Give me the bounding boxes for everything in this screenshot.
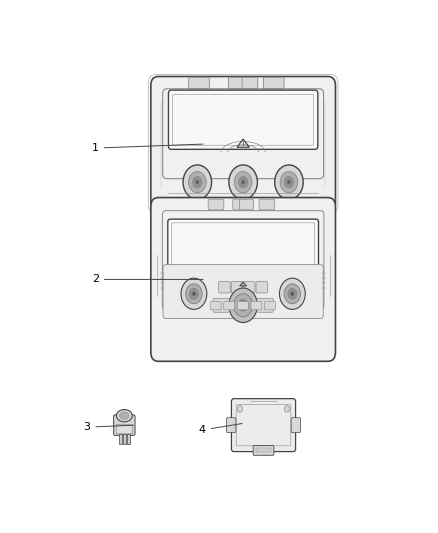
FancyBboxPatch shape [189, 77, 209, 89]
FancyBboxPatch shape [233, 199, 247, 210]
FancyBboxPatch shape [291, 418, 300, 432]
FancyBboxPatch shape [259, 199, 275, 210]
FancyBboxPatch shape [226, 418, 236, 432]
Circle shape [241, 180, 245, 184]
Circle shape [284, 406, 290, 412]
FancyBboxPatch shape [256, 281, 268, 293]
FancyBboxPatch shape [151, 198, 336, 361]
Circle shape [229, 288, 258, 322]
Circle shape [279, 278, 305, 309]
FancyBboxPatch shape [231, 281, 243, 293]
Circle shape [284, 176, 294, 188]
FancyBboxPatch shape [168, 219, 318, 280]
Circle shape [238, 300, 248, 311]
Circle shape [287, 180, 291, 184]
FancyBboxPatch shape [251, 302, 262, 310]
Text: 4: 4 [199, 424, 242, 435]
FancyBboxPatch shape [256, 448, 271, 453]
FancyBboxPatch shape [263, 77, 284, 89]
Text: 1: 1 [92, 143, 203, 153]
Circle shape [275, 165, 303, 199]
Circle shape [280, 172, 298, 193]
Circle shape [229, 165, 258, 199]
Text: 2: 2 [92, 274, 203, 285]
Circle shape [291, 292, 294, 296]
Circle shape [288, 288, 297, 299]
Ellipse shape [120, 412, 129, 419]
FancyBboxPatch shape [119, 434, 122, 444]
Circle shape [193, 176, 202, 188]
Circle shape [237, 406, 243, 412]
FancyBboxPatch shape [116, 425, 132, 434]
FancyBboxPatch shape [265, 302, 276, 310]
Circle shape [181, 278, 207, 309]
FancyBboxPatch shape [219, 281, 230, 293]
FancyBboxPatch shape [240, 199, 254, 210]
FancyBboxPatch shape [237, 302, 248, 310]
Circle shape [196, 180, 199, 184]
FancyBboxPatch shape [169, 90, 318, 149]
FancyBboxPatch shape [253, 446, 274, 455]
FancyBboxPatch shape [123, 434, 126, 444]
FancyBboxPatch shape [242, 77, 258, 89]
Circle shape [183, 165, 212, 199]
Circle shape [192, 292, 196, 296]
Circle shape [186, 284, 202, 304]
Circle shape [234, 172, 252, 193]
Circle shape [233, 294, 253, 317]
FancyBboxPatch shape [127, 434, 130, 444]
FancyBboxPatch shape [213, 298, 229, 312]
FancyBboxPatch shape [229, 77, 244, 89]
Circle shape [238, 176, 248, 188]
FancyBboxPatch shape [208, 199, 224, 210]
Text: 3: 3 [83, 422, 134, 432]
FancyBboxPatch shape [224, 302, 235, 310]
FancyBboxPatch shape [210, 302, 221, 310]
FancyBboxPatch shape [151, 76, 336, 212]
Circle shape [284, 284, 300, 304]
FancyBboxPatch shape [231, 399, 296, 451]
Circle shape [241, 303, 245, 308]
FancyBboxPatch shape [172, 223, 315, 277]
Circle shape [190, 288, 198, 299]
FancyBboxPatch shape [173, 94, 314, 145]
FancyBboxPatch shape [113, 415, 135, 435]
FancyBboxPatch shape [257, 298, 273, 312]
Circle shape [188, 172, 206, 193]
Ellipse shape [117, 409, 132, 422]
FancyBboxPatch shape [163, 265, 323, 318]
FancyBboxPatch shape [244, 281, 255, 293]
